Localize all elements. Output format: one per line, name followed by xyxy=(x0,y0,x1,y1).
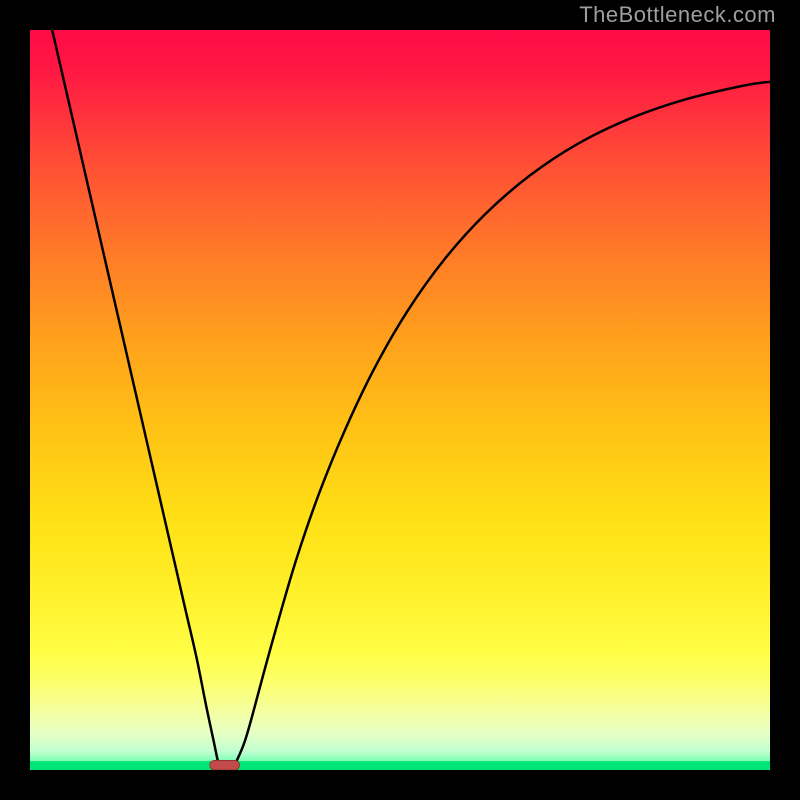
minimum-marker xyxy=(210,760,240,770)
green-baseline-strip xyxy=(30,761,770,770)
watermark-text: TheBottleneck.com xyxy=(579,2,776,28)
chart-background xyxy=(30,30,770,770)
chart-svg xyxy=(30,30,770,770)
chart-plot-area xyxy=(30,30,770,770)
